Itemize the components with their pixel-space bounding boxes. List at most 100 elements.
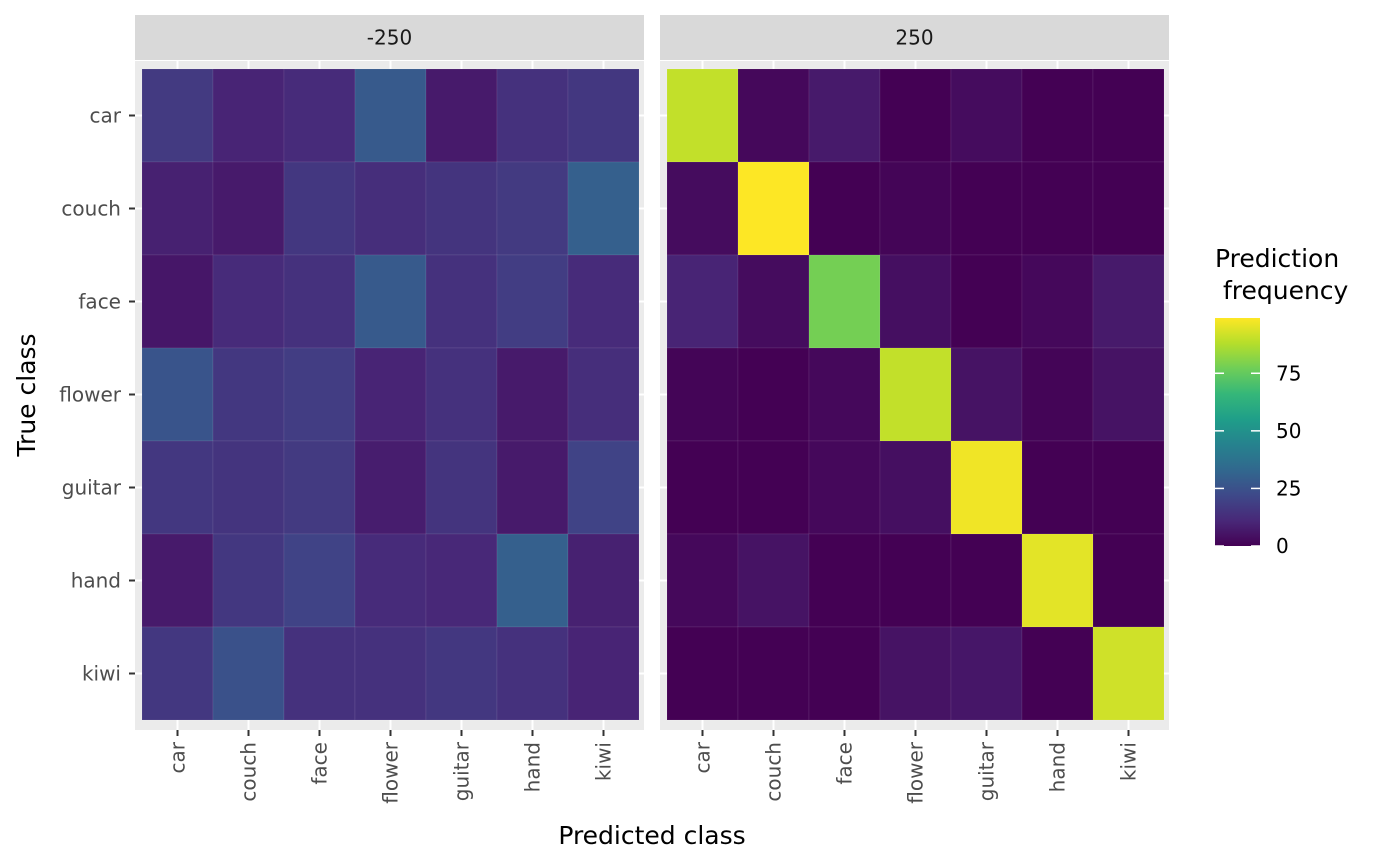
- heatmap-cell: [354, 161, 427, 256]
- heatmap-cell: [808, 68, 881, 163]
- panel-0: -250: [135, 15, 644, 730]
- heatmap-cell: [666, 161, 739, 256]
- heatmap-cell: [496, 254, 569, 349]
- x-tick-label: face: [308, 742, 332, 785]
- y-tick-label: guitar: [62, 476, 122, 500]
- heatmap-cell: [808, 347, 881, 442]
- heatmap-cell: [496, 440, 569, 535]
- heatmap-cell: [496, 347, 569, 442]
- heatmap-cell: [666, 347, 739, 442]
- legend-title-line2: frequency: [1215, 276, 1349, 305]
- heatmap-cell: [141, 440, 214, 535]
- heatmap-cell: [212, 626, 285, 721]
- heatmap-cell: [1021, 254, 1094, 349]
- x-tick-label: couch: [237, 742, 261, 802]
- x-axis-title: Predicted class: [558, 821, 745, 850]
- y-tick-label: face: [78, 290, 121, 314]
- heatmap-cell: [212, 347, 285, 442]
- x-tick-label: kiwi: [1117, 742, 1141, 781]
- x-tick-label: hand: [521, 742, 545, 792]
- color-legend: Prediction frequency 0 25 50 75: [1215, 244, 1349, 558]
- heatmap-cell: [950, 533, 1023, 628]
- heatmap-cell: [354, 440, 427, 535]
- heatmap-cell: [950, 347, 1023, 442]
- heatmap-cell: [950, 626, 1023, 721]
- heatmap-cell: [1092, 347, 1165, 442]
- heatmap-cell: [1021, 626, 1094, 721]
- y-axis-title: True class: [12, 333, 41, 457]
- colorbar-tick-label: 50: [1276, 419, 1301, 443]
- heatmap-cell: [141, 626, 214, 721]
- heatmap-cell: [737, 440, 810, 535]
- heatmap-cell: [1021, 161, 1094, 256]
- x-tick-label: kiwi: [592, 742, 616, 781]
- panels-layer: -250 250: [135, 15, 1169, 730]
- heatmap-cell: [808, 254, 881, 349]
- heatmap-cell: [737, 347, 810, 442]
- heatmap-cell: [950, 161, 1023, 256]
- x-axis: car couch face flower guitar hand kiwi car couch…: [166, 730, 1141, 804]
- x-tick-label: hand: [1046, 742, 1070, 792]
- heatmap-cell: [808, 161, 881, 256]
- heatmap-cell: [496, 161, 569, 256]
- heatmap-cell: [212, 254, 285, 349]
- heatmap-cell: [808, 440, 881, 535]
- x-tick-label: car: [166, 741, 190, 773]
- colorbar-tick-label: 75: [1276, 361, 1301, 385]
- heatmap-cell: [879, 347, 952, 442]
- heatmap-cell: [950, 254, 1023, 349]
- x-tick-label: face: [833, 742, 857, 785]
- heatmap-cell: [425, 254, 498, 349]
- heatmap-cell: [737, 68, 810, 163]
- heatmap-cell: [879, 533, 952, 628]
- heatmap-cell: [141, 347, 214, 442]
- heatmap-cell: [1092, 161, 1165, 256]
- heatmap-cell: [283, 68, 356, 163]
- y-tick-label: flower: [59, 383, 121, 407]
- heatmap-cell: [425, 626, 498, 721]
- heatmap-cell: [666, 626, 739, 721]
- x-tick-label: flower: [904, 741, 928, 803]
- facet-strip-label: -250: [367, 26, 412, 50]
- heatmap-cell: [737, 533, 810, 628]
- heatmap-cell: [212, 161, 285, 256]
- heatmap-cell: [950, 440, 1023, 535]
- heatmap-cell: [425, 533, 498, 628]
- heatmap-cell: [141, 161, 214, 256]
- heatmap-cell: [354, 533, 427, 628]
- heatmap-cell: [283, 440, 356, 535]
- heatmap-cell: [737, 626, 810, 721]
- heatmap-cell: [354, 626, 427, 721]
- heatmap-cell: [283, 254, 356, 349]
- heatmap-cell: [666, 254, 739, 349]
- colorbar-tick-label: 25: [1276, 476, 1301, 500]
- heatmap-cell: [496, 68, 569, 163]
- x-tick-label: guitar: [975, 741, 999, 801]
- heatmap-cell: [1021, 440, 1094, 535]
- heatmap-cell: [567, 254, 640, 349]
- heatmap-cell: [425, 347, 498, 442]
- heatmap-cell: [567, 347, 640, 442]
- facet-strip: [135, 15, 644, 60]
- heatmap-cell: [808, 533, 881, 628]
- heatmap-cell: [141, 254, 214, 349]
- heatmap-cell: [1092, 254, 1165, 349]
- heatmap-cell: [567, 440, 640, 535]
- heatmap-cell: [212, 533, 285, 628]
- heatmap-cell: [283, 161, 356, 256]
- heatmap-cell: [425, 68, 498, 163]
- y-tick-label: couch: [61, 197, 121, 221]
- heatmap-cell: [666, 440, 739, 535]
- colorbar-tick-label: 0: [1276, 534, 1289, 558]
- heatmap-cell: [212, 440, 285, 535]
- heatmap-cell: [950, 68, 1023, 163]
- y-axis: car couch face flower guitar hand kiwi: [59, 104, 135, 686]
- x-tick-label: car: [691, 741, 715, 773]
- heatmap-cell: [567, 161, 640, 256]
- heatmap-cell: [283, 533, 356, 628]
- heatmap-cell: [425, 440, 498, 535]
- heatmap-cell: [879, 68, 952, 163]
- heatmap-cell: [1021, 68, 1094, 163]
- heatmap-cell: [879, 626, 952, 721]
